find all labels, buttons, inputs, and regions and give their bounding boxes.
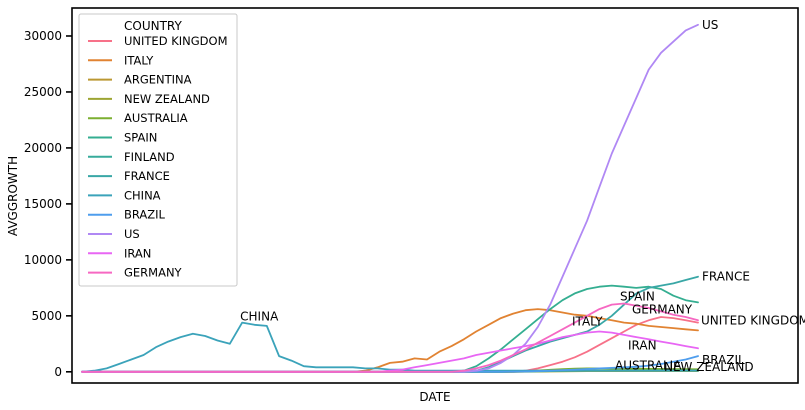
legend-entry: ITALY xyxy=(124,53,154,67)
series-line-italy xyxy=(81,308,699,373)
y-tick-label: 0 xyxy=(54,365,62,379)
series-label: FRANCE xyxy=(702,270,750,284)
series-peak-label: CHINA xyxy=(240,310,279,324)
y-tick-label: 30000 xyxy=(24,29,62,43)
series-label: ITALY xyxy=(572,314,603,328)
y-tick-label: 25000 xyxy=(24,85,62,99)
y-tick-label: 5000 xyxy=(31,309,62,323)
legend-entry: NEW ZEALAND xyxy=(124,92,210,106)
series-label: GERMANY xyxy=(632,302,693,316)
series-line-china xyxy=(81,321,699,373)
legend-entry: FINLAND xyxy=(124,150,175,164)
y-tick-label: 10000 xyxy=(24,253,62,267)
series-line-iran xyxy=(81,330,699,373)
legend-entry: BRAZIL xyxy=(124,208,166,222)
series-line-germany xyxy=(81,302,699,373)
legend-entry: CHINA xyxy=(124,188,161,202)
series-label: SPAIN xyxy=(620,289,655,303)
series-layer xyxy=(81,23,699,373)
legend: COUNTRY UNITED KINGDOM ITALY ARGENTINA NEW … xyxy=(78,13,238,287)
legend-entry: ARGENTINA xyxy=(124,73,192,87)
y-tick-label: 15000 xyxy=(24,197,62,211)
legend-entry: UNITED KINGDOM xyxy=(124,34,228,48)
series-label: IRAN xyxy=(628,338,657,352)
legend-box xyxy=(78,13,238,287)
legend-entry: FRANCE xyxy=(124,169,170,183)
y-tick-label: 20000 xyxy=(24,141,62,155)
legend-entry: US xyxy=(124,227,140,241)
y-axis-title: AVGGROWTH xyxy=(6,156,20,236)
series-line-spain xyxy=(81,284,699,373)
y-axis: 0 5000 10000 15000 20000 25000 30000 xyxy=(24,29,72,379)
plot-frame xyxy=(71,7,799,384)
legend-title: COUNTRY xyxy=(124,19,182,33)
series-label: UNITED KINGDOM xyxy=(701,314,805,328)
legend-entry: AUSTRALIA xyxy=(124,111,188,125)
legend-entry: IRAN xyxy=(124,246,151,260)
series-label: AUSTRALIA xyxy=(615,358,682,372)
series-label: NEW ZEALAND xyxy=(664,360,754,374)
x-axis-title: DATE xyxy=(419,390,450,404)
legend-entry: GERMANY xyxy=(124,266,183,280)
legend-entry: SPAIN xyxy=(124,131,157,145)
series-line-france xyxy=(81,275,699,373)
series-label: US xyxy=(702,18,718,32)
series-label: BRAZIL xyxy=(702,353,745,367)
